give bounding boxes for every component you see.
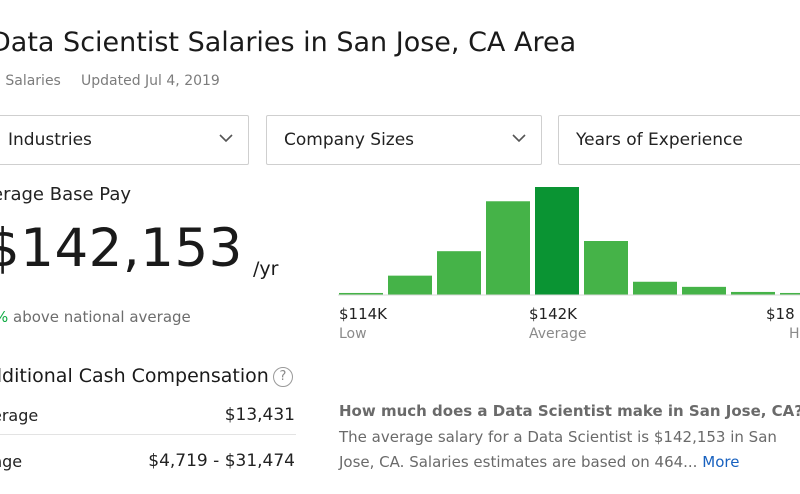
company-sizes-label: Company Sizes [284,130,415,150]
additional-cash-compensation-title: dditional Cash Compensation [0,365,269,387]
years-of-experience-dropdown[interactable]: Years of Experience [558,115,800,165]
additional-range-value: $4,719 - $31,474 [148,451,295,471]
industries-label: Industries [8,130,92,150]
histogram-bar [584,241,628,295]
histogram-bar [731,291,775,295]
row-divider [0,434,296,435]
years-of-experience-label: Years of Experience [576,130,743,150]
histogram-bar [339,292,383,295]
histogram-bar [388,275,432,295]
company-sizes-dropdown[interactable]: Company Sizes [266,115,542,165]
tick-average-value: $142K [529,305,578,323]
tick-high-caption: H [789,326,800,342]
tick-low-caption: Low [339,326,367,342]
faq-answer-line-2: Jose, CA. Salaries estimates are based o… [339,453,739,471]
faq-question: How much does a Data Scientist make in S… [339,402,800,420]
average-base-pay-amount: $142,153 [0,218,243,279]
histogram-bar [682,286,726,295]
chevron-down-icon [219,134,233,143]
additional-average-value: $13,431 [224,405,295,425]
comparison-text: above national average [8,308,191,326]
industries-dropdown[interactable]: Industries [0,115,249,165]
help-icon[interactable]: ? [273,367,293,387]
percent-sign: % [0,308,8,326]
histogram-bar [535,187,579,295]
national-average-comparison: % above national average [0,308,191,326]
additional-range-label: nge [0,452,23,471]
chevron-down-icon [512,134,526,143]
page-title: Data Scientist Salaries in San Jose, CA … [0,27,577,58]
tick-high-value: $18 [766,305,795,323]
tick-low-value: $114K [339,305,388,323]
salaries-count: 3 Salaries [0,73,61,89]
faq-answer-text: Jose, CA. Salaries estimates are based o… [339,453,698,471]
pay-unit: /yr [253,258,279,280]
histogram-bar [486,201,530,295]
histogram-bar [780,292,800,295]
faq-answer-line-1: The average salary for a Data Scientist … [339,428,777,446]
additional-average-label: erage [0,406,39,425]
tick-average-caption: Average [529,326,587,342]
average-base-pay-label: erage Base Pay [0,184,132,205]
histogram-bar [437,251,481,295]
more-link[interactable]: More [702,453,740,471]
histogram-bar [633,281,677,295]
updated-date: Updated Jul 4, 2019 [81,73,220,89]
salary-distribution-chart [338,187,800,296]
